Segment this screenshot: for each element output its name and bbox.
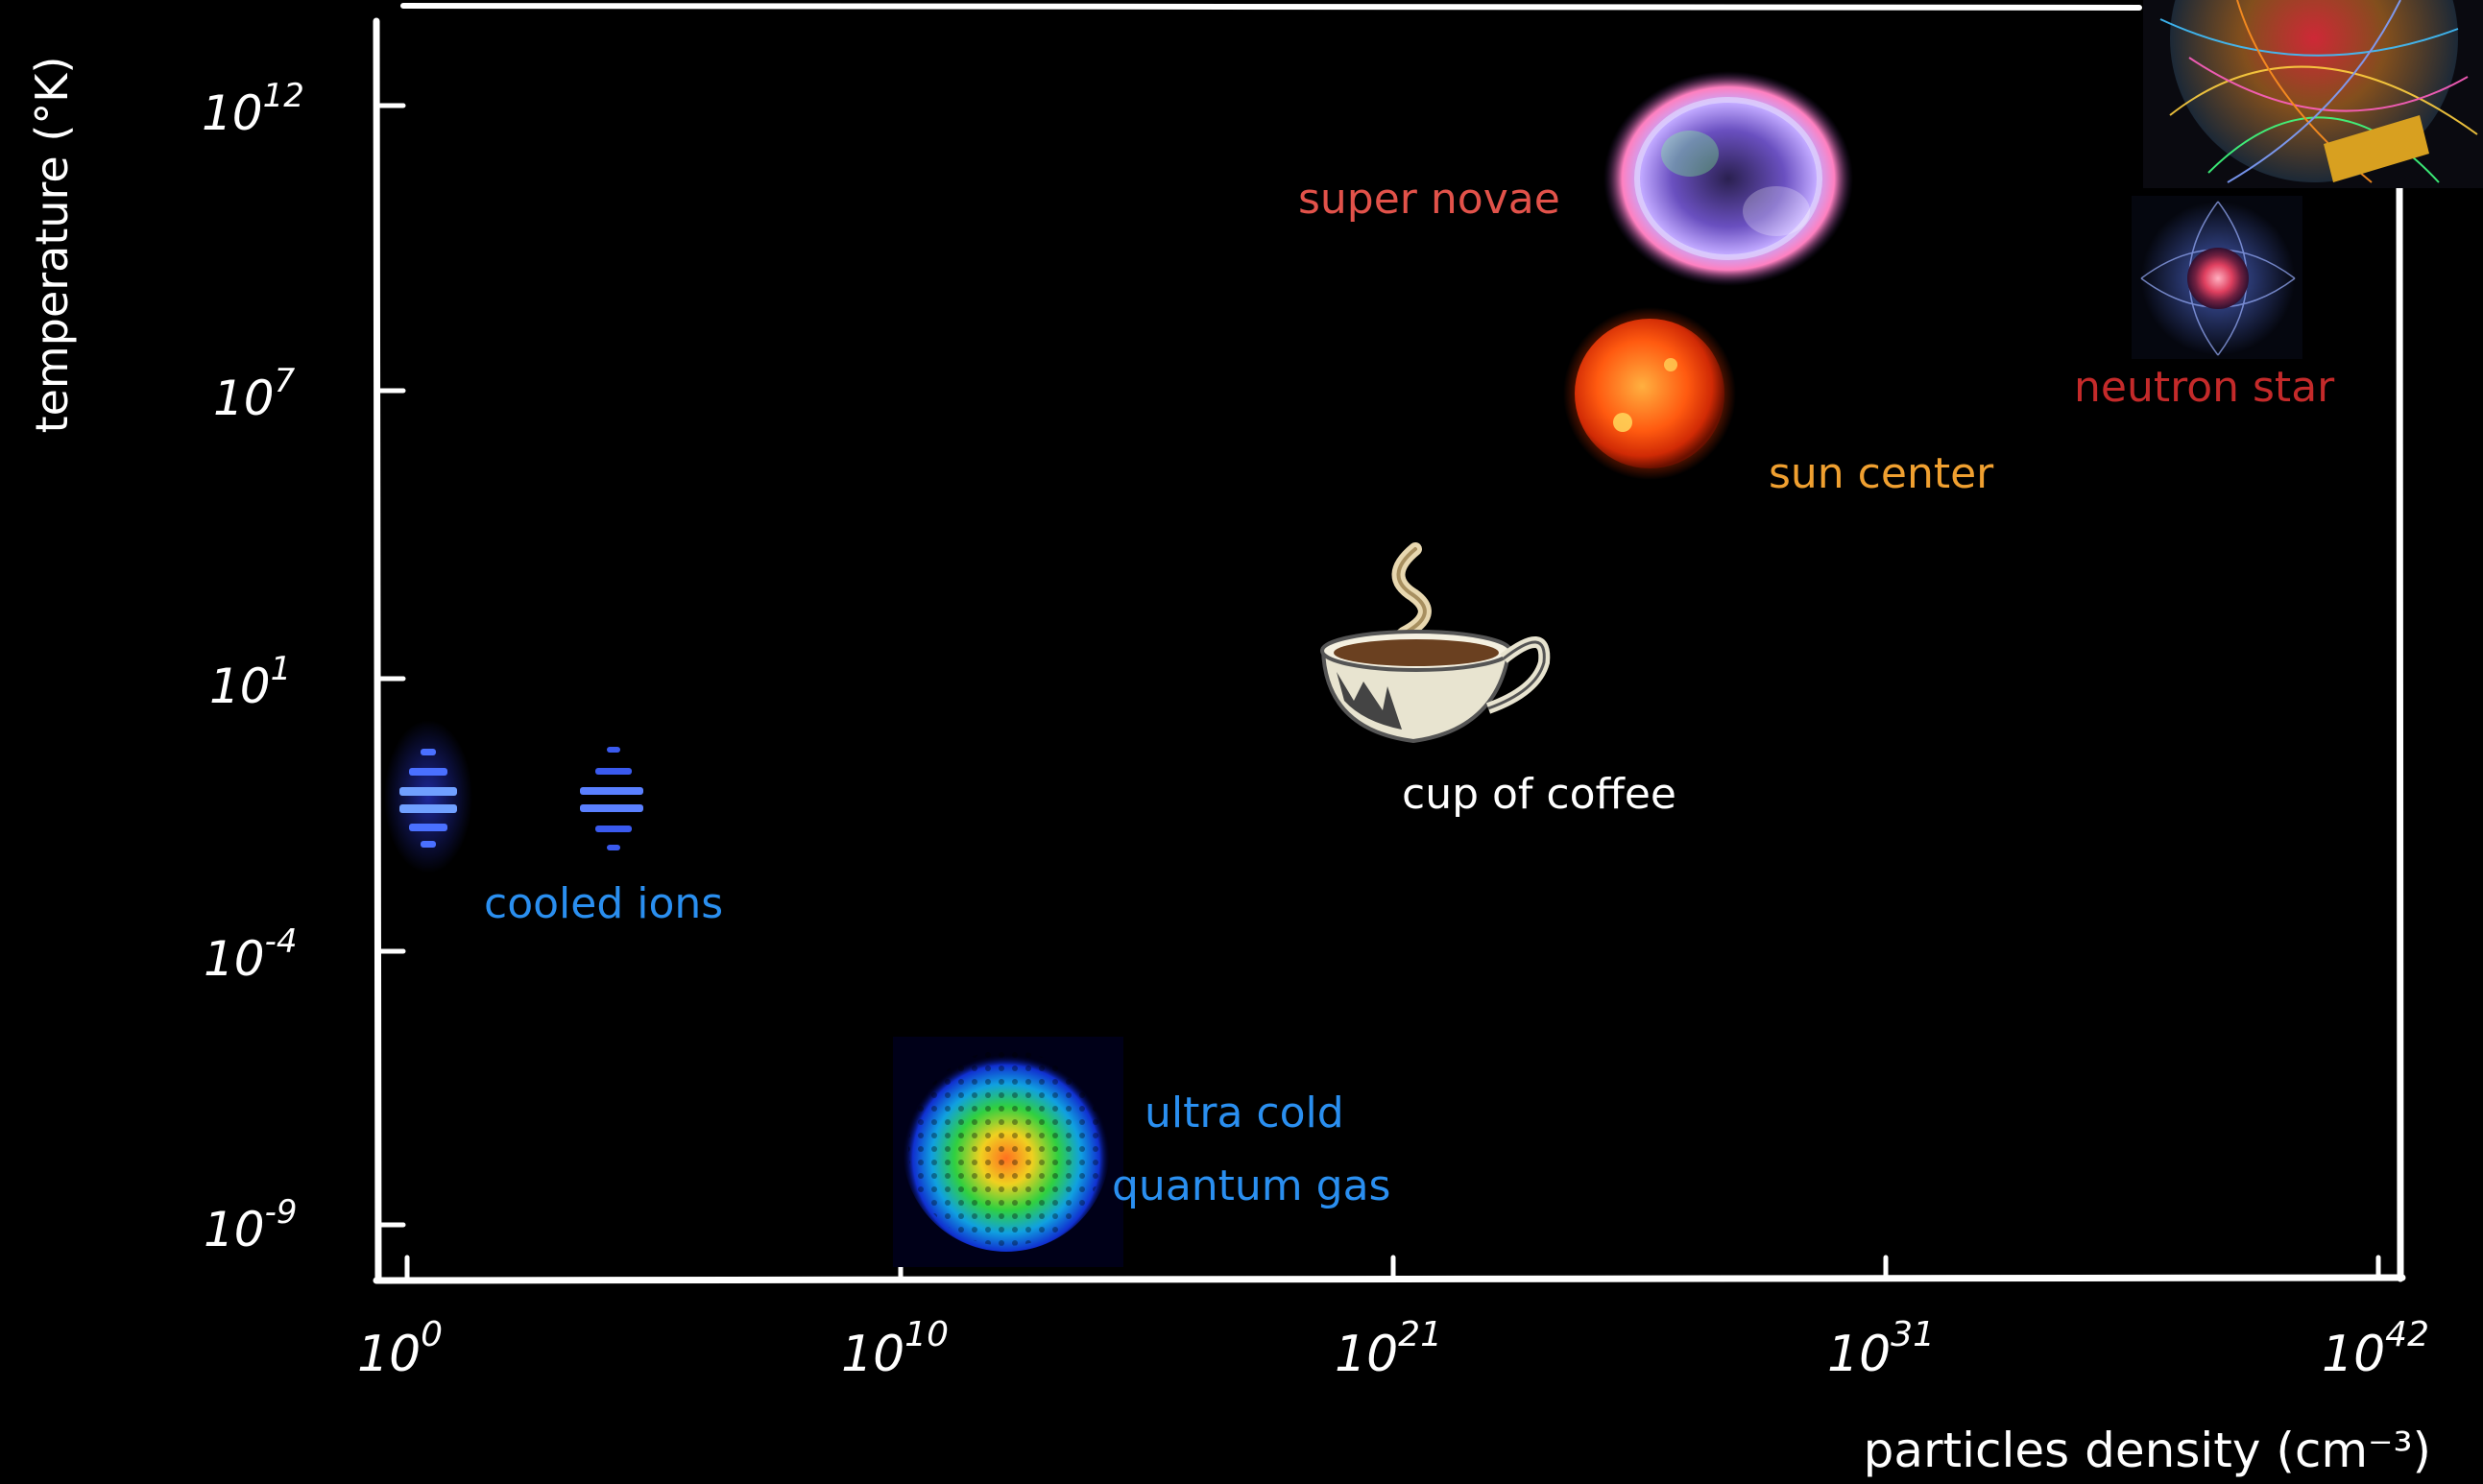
quantum-gas-image <box>893 1037 1123 1267</box>
cup-of-coffee-label: cup of coffee <box>1402 770 1676 819</box>
supernova-image <box>1603 71 1853 286</box>
neutron-star-label: neutron star <box>2074 363 2335 412</box>
sun-center-label: sun center <box>1769 449 1994 498</box>
y-tick-labels: 1012 107 101 10-4 10-9 <box>202 77 304 1257</box>
y-axis-label: temperature (°K) <box>26 57 78 434</box>
y-tick-label: 10-9 <box>204 1193 298 1257</box>
neutron-star-image <box>2132 196 2302 359</box>
x-tick-label: 1042 <box>2322 1315 2429 1383</box>
x-tick-labels: 100 1010 1021 1031 1042 <box>357 1315 2429 1383</box>
y-tick-marks <box>377 103 406 1228</box>
x-tick-label: 1021 <box>1335 1315 1442 1383</box>
x-tick-marks <box>404 1255 2381 1280</box>
y-tick-label: 107 <box>213 362 296 426</box>
y-tick-label: 1012 <box>202 77 304 141</box>
particle-collision-image <box>2143 0 2483 188</box>
plot-frame <box>373 3 2406 1284</box>
coffee-cup-icon <box>1320 542 1551 744</box>
cooled-ions-image <box>384 720 643 874</box>
cooled-ions-label: cooled ions <box>484 879 723 928</box>
x-tick-label: 1010 <box>841 1315 949 1383</box>
sun-image <box>1563 307 1736 480</box>
ultra-cold-label-line1: ultra cold <box>1145 1089 1344 1137</box>
x-axis-label: particles density (cm⁻³) <box>1864 1423 2431 1478</box>
x-tick-label: 100 <box>357 1315 443 1383</box>
super-novae-label: super novae <box>1298 175 1560 224</box>
x-tick-label: 1031 <box>1827 1315 1935 1383</box>
ultra-cold-label-line2: quantum gas <box>1112 1161 1390 1210</box>
y-tick-label: 10-4 <box>204 922 298 987</box>
y-tick-label: 101 <box>209 650 291 714</box>
